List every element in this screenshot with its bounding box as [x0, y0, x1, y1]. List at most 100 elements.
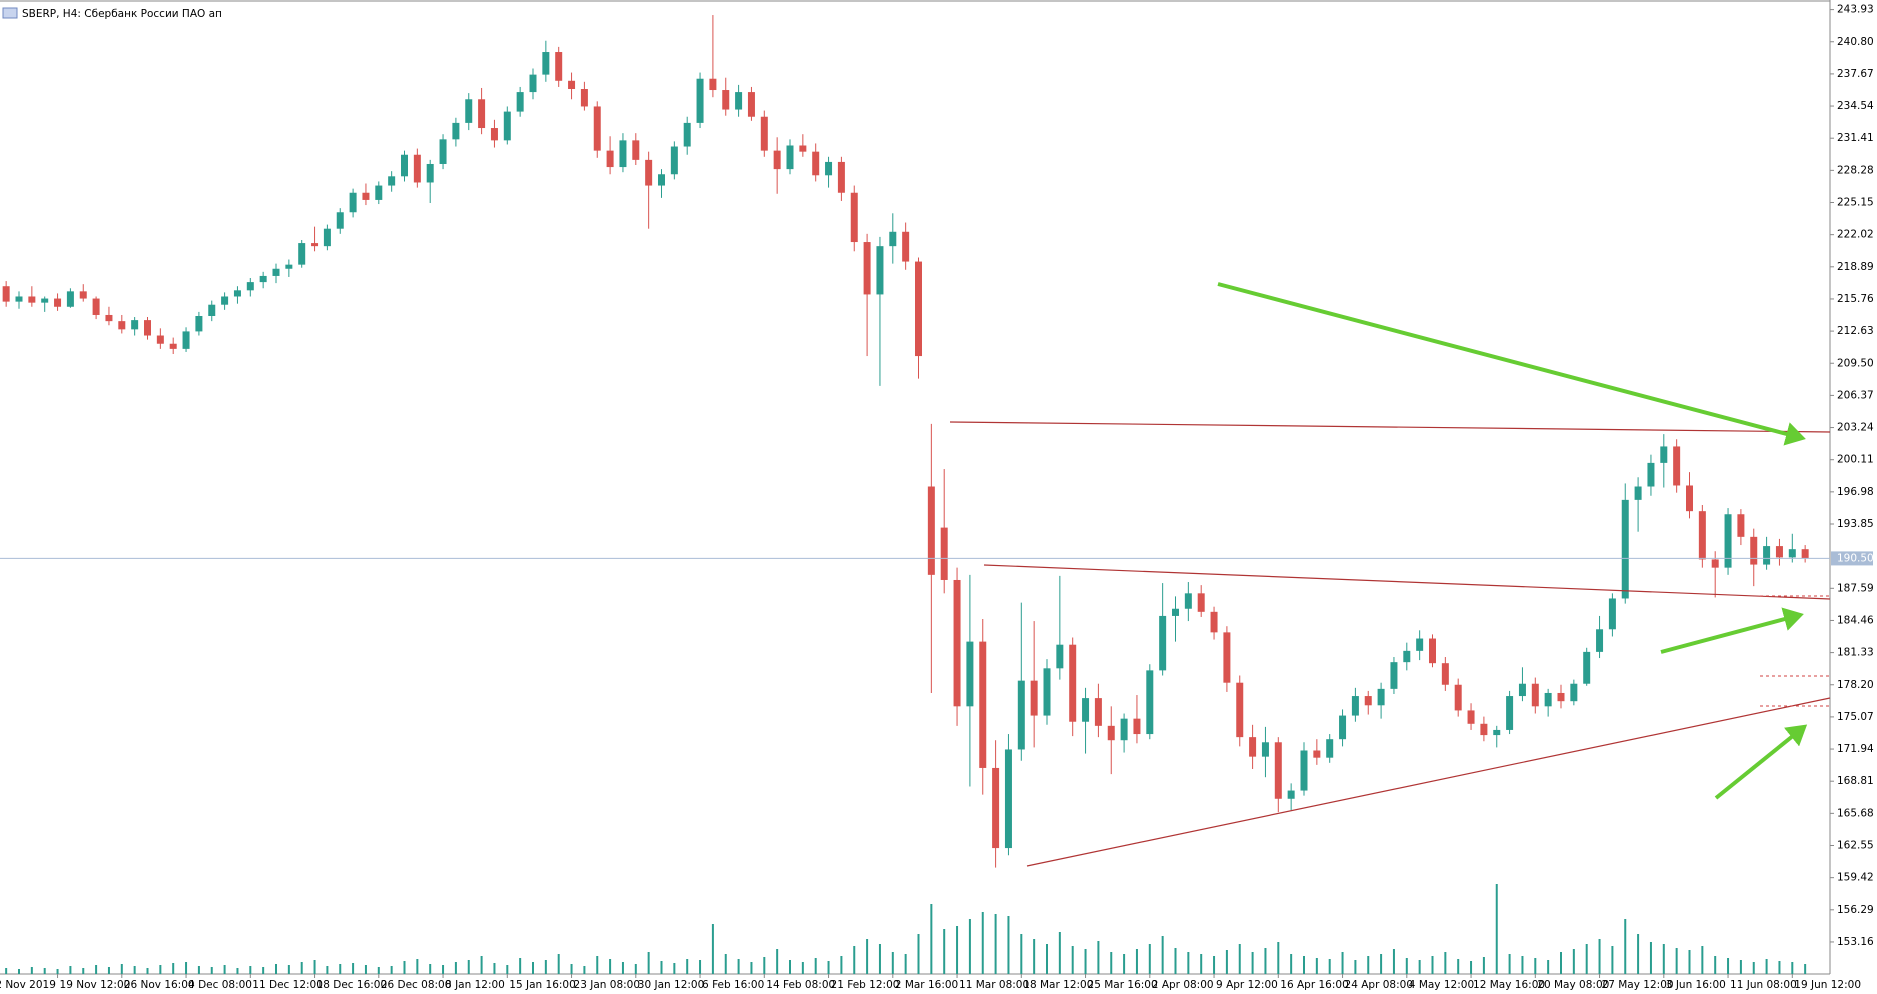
annotations [949, 282, 1831, 867]
y-tick-label: 184.46 [1837, 614, 1874, 626]
volume-bar [416, 959, 419, 974]
arrow [1660, 607, 1804, 654]
volume-bar [1675, 948, 1678, 974]
candle-body [1069, 644, 1077, 722]
candle-body [670, 146, 678, 175]
volume-bar [1264, 948, 1267, 974]
volume-bar [1482, 957, 1485, 974]
candle-body [812, 151, 820, 176]
volume-bar [1367, 956, 1370, 974]
volume-bar [159, 965, 162, 974]
volume-bar [454, 962, 457, 974]
candle-body [580, 89, 588, 107]
volume-bar [1547, 960, 1550, 974]
candle-body [169, 343, 177, 349]
volume-bar [943, 929, 946, 974]
candle-body [336, 212, 344, 229]
volume-bar [1495, 884, 1498, 974]
y-tick-label: 200.11 [1837, 454, 1874, 466]
volume-bar [763, 957, 766, 974]
candle-body [1390, 662, 1398, 689]
volume-bar [1701, 946, 1704, 974]
candle-body [298, 243, 306, 265]
volume-bar [352, 963, 355, 974]
candle-body [735, 92, 743, 110]
x-tick-label: 26 Nov 16:00 [124, 979, 195, 991]
candle-body [992, 767, 1000, 849]
candle-body [311, 243, 319, 247]
volume-bar [686, 959, 689, 974]
candle-body [66, 291, 74, 307]
candle-body [349, 192, 357, 213]
volume-bar [1135, 949, 1138, 974]
x-tick-label: 2 Apr 08:00 [1152, 979, 1214, 991]
trend-line [1026, 697, 1831, 867]
volume-bar [107, 967, 110, 974]
x-tick-label: 14 Feb 08:00 [766, 979, 835, 991]
x-tick-label: 2 Mar 16:00 [895, 979, 958, 991]
candle-body [118, 321, 126, 330]
candle-body [401, 154, 408, 177]
volume-bar [1804, 964, 1807, 974]
volume-bar [660, 961, 663, 974]
candle-body [760, 116, 768, 151]
y-tick-label: 153.16 [1837, 936, 1874, 948]
y-tick-label: 222.02 [1837, 229, 1874, 241]
x-tick-label: 12 May 16:00 [1473, 979, 1545, 991]
candle-body [246, 282, 254, 291]
volume-bar [647, 952, 650, 974]
volume-bar [904, 954, 907, 974]
volume-bar [519, 958, 522, 974]
candle-body [1094, 698, 1102, 726]
volume-bar [429, 964, 432, 974]
x-tick-label: 11 Mar 08:00 [959, 979, 1029, 991]
y-tick-label: 218.89 [1837, 261, 1874, 273]
x-tick-label: 6 Feb 16:00 [702, 979, 764, 991]
x-tick-label: 26 Dec 08:00 [381, 979, 452, 991]
volume-bar [1470, 961, 1473, 974]
volume-bar [1200, 954, 1203, 974]
candle-body [1133, 718, 1141, 735]
candle-body [1326, 739, 1334, 758]
y-tick-label: 171.94 [1837, 743, 1874, 755]
volume-bar [1649, 942, 1652, 974]
candle-body [1673, 446, 1681, 486]
volume-bar [1033, 939, 1036, 974]
y-tick-label: 181.33 [1837, 647, 1874, 659]
candle-body [1261, 742, 1269, 757]
volume-bar [377, 967, 380, 974]
volume-bar [1572, 949, 1575, 974]
candle-body [837, 161, 845, 193]
volume-bar [1277, 942, 1280, 974]
volume-bar [30, 967, 33, 974]
y-tick-label: 159.42 [1837, 872, 1874, 884]
volume-bar [210, 967, 213, 974]
x-tick-label: 4 May 12:00 [1409, 979, 1474, 991]
candle-body [1017, 680, 1025, 750]
candle-body [1531, 683, 1539, 707]
candle-body [645, 159, 653, 186]
candle-body [606, 150, 614, 168]
volume-bar [1084, 949, 1087, 974]
x-tick-label: 19 Jun 12:00 [1794, 979, 1861, 991]
candle-body [696, 78, 704, 123]
candle-body [1274, 742, 1282, 799]
candle-body [1249, 737, 1257, 757]
volume-bar [621, 962, 624, 974]
volume-bar [223, 965, 226, 974]
candle-body [105, 314, 113, 322]
candle-body [1647, 462, 1655, 487]
y-tick-label: 243.93 [1837, 4, 1874, 16]
candle-body [658, 174, 665, 186]
y-tick-label: 175.07 [1837, 711, 1874, 723]
candle-body [1004, 749, 1012, 849]
volume-bar [1739, 960, 1742, 974]
candle-body [1583, 651, 1591, 684]
volume-bar [480, 956, 483, 974]
volume-bar [95, 965, 98, 974]
candle-body [285, 264, 293, 269]
y-tick-label: 234.54 [1837, 100, 1874, 112]
volume-bar [82, 968, 85, 974]
volume-bar [1778, 961, 1781, 974]
candle-body [362, 192, 370, 200]
